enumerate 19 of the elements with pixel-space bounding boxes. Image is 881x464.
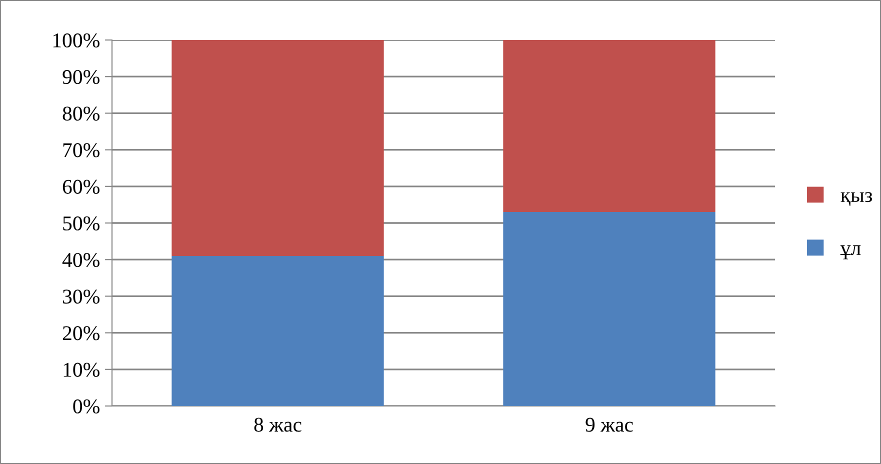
bar — [172, 256, 384, 406]
y-tick-label: 30% — [63, 290, 100, 304]
x-tick-label: 9 жас — [586, 418, 633, 432]
y-tick-label: 100% — [53, 33, 100, 48]
bar — [172, 40, 384, 256]
y-tick-label: 90% — [62, 70, 100, 84]
y-tick-label: 80% — [62, 106, 100, 121]
y-tick-label: 70% — [63, 143, 100, 158]
legend-label: қыз — [840, 192, 872, 206]
y-tick-label: 50% — [63, 216, 100, 230]
legend-label: ұл — [840, 245, 861, 260]
bar — [503, 212, 716, 406]
x-tick-label: 8 жас — [254, 418, 302, 432]
y-tick-label: 0% — [73, 399, 100, 414]
y-tick-label: 10% — [64, 362, 100, 377]
y-tick-label: 60% — [62, 180, 100, 194]
y-tick-label: 40% — [62, 252, 100, 268]
bar — [503, 40, 716, 212]
y-tick-label: 20% — [62, 326, 100, 340]
